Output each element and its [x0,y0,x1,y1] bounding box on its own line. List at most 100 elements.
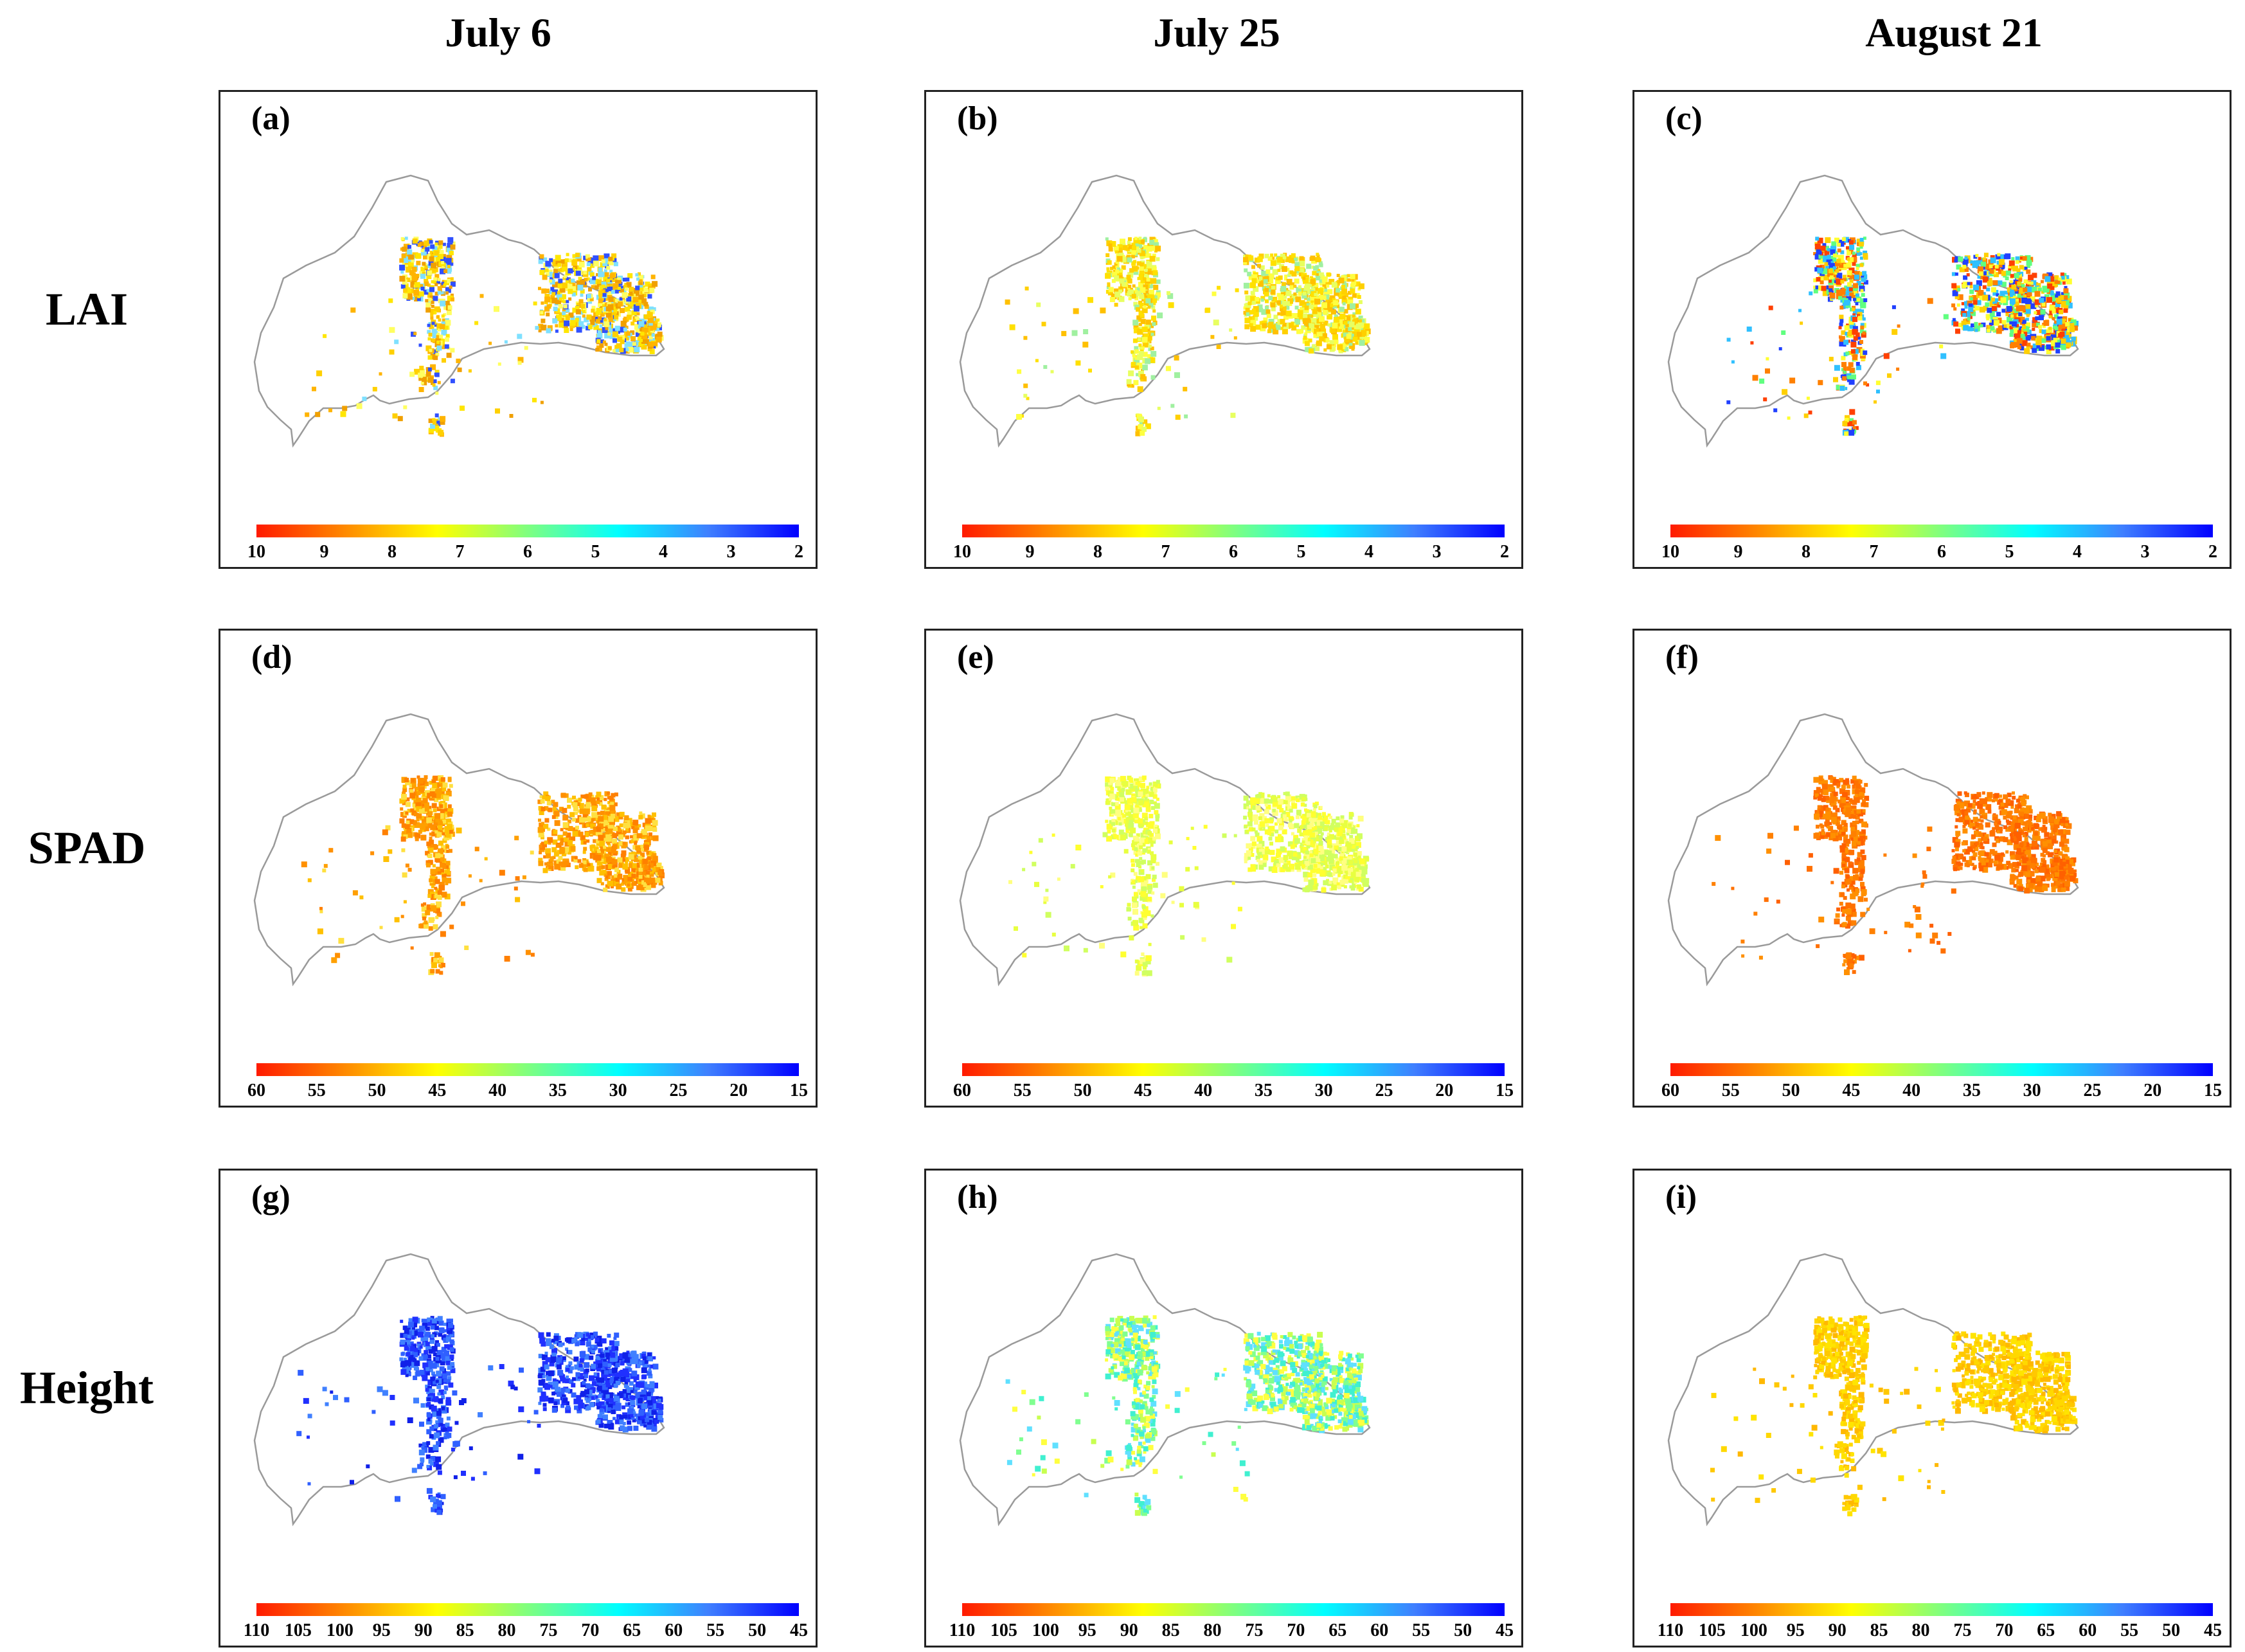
region-boundary [1667,1253,2079,1527]
colorbar-tick: 50 [748,1621,767,1640]
colorbar-tick: 7 [455,542,465,562]
colorbar-tick: 45 [428,1081,447,1100]
colorbar-ticks: 60 55 50 45 40 35 30 25 20 15 [247,1081,808,1102]
region-map [253,174,665,448]
panel-label: (f) [1665,639,1699,676]
colorbar-tick: 60 [247,1081,265,1100]
map-panel: (f) 60 55 50 45 40 35 30 25 20 15 [1632,629,2232,1108]
colorbar-tick: 45 [1134,1081,1152,1100]
region-boundary [1667,713,2079,987]
colorbar-tick: 105 [990,1621,1017,1640]
colorbar-tick: 60 [665,1621,683,1640]
colorbar-tick: 105 [1698,1621,1726,1640]
colorbar-tick: 8 [388,542,397,562]
map-panel: (i) 110 105 100 95 90 85 80 75 70 65 60 55 50 45 [1632,1169,2232,1648]
colorbar-tick: 95 [1078,1621,1096,1640]
colorbar-tick: 80 [497,1621,516,1640]
map-panel: (c) 10 9 8 7 6 5 4 3 2 [1632,90,2232,569]
colorbar-tick: 30 [1314,1081,1333,1100]
crop-pixels [301,775,665,975]
colorbar-ticks: 110 105 100 95 90 85 80 75 70 65 60 55 50 45 [244,1621,808,1642]
colorbar-tick: 110 [243,1621,270,1640]
region-boundary [253,1253,665,1527]
colorbar-tick: 4 [2073,542,2082,562]
map-panel: (e) 60 55 50 45 40 35 30 25 20 15 [924,629,1523,1108]
panel-label: (b) [957,100,998,137]
colorbar [962,525,1505,537]
colorbar-tick: 50 [1073,1081,1092,1100]
column-title-2: July 25 [1153,10,1280,55]
colorbar-tick: 40 [1194,1081,1213,1100]
colorbar-tick: 3 [1432,542,1442,562]
colorbar-tick: 60 [1661,1081,1679,1100]
colorbar-tick: 75 [1245,1621,1264,1640]
colorbar-tick: 25 [1375,1081,1393,1100]
colorbar-tick: 20 [2143,1081,2162,1100]
colorbar-tick: 95 [372,1621,391,1640]
colorbar-tick: 55 [706,1621,725,1640]
colorbar-tick: 85 [456,1621,474,1640]
colorbar-tick: 110 [1657,1621,1684,1640]
crop-pixels [1726,237,2079,436]
colorbar-tick: 40 [1902,1081,1921,1100]
colorbar-tick: 80 [1911,1621,1930,1640]
colorbar [962,1063,1505,1076]
panel-label: (h) [957,1179,998,1216]
colorbar-ticks: 10 9 8 7 6 5 4 3 2 [953,542,1509,564]
column-title-1: July 6 [445,10,551,55]
map-panel: (b) 10 9 8 7 6 5 4 3 2 [924,90,1523,569]
crop-pixels [305,237,664,437]
colorbar-tick: 55 [1412,1621,1431,1640]
colorbar-tick: 10 [953,542,971,562]
colorbar-tick: 9 [319,542,329,562]
colorbar-tick: 50 [2162,1621,2181,1640]
colorbar [1670,1063,2213,1076]
colorbar-tick: 5 [1296,542,1306,562]
colorbar-tick: 65 [623,1621,641,1640]
colorbar-tick: 7 [1869,542,1879,562]
colorbar-tick: 100 [1740,1621,1767,1640]
colorbar-tick: 100 [1032,1621,1059,1640]
colorbar-tick: 75 [539,1621,558,1640]
colorbar-tick: 45 [2204,1621,2222,1640]
colorbar-tick: 95 [1786,1621,1805,1640]
colorbar-ticks: 60 55 50 45 40 35 30 25 20 15 [1661,1081,2222,1102]
colorbar-tick: 110 [949,1621,976,1640]
row-title-spad: SPAD [28,822,146,874]
colorbar-tick: 55 [1013,1081,1032,1100]
panel-label: (i) [1665,1179,1697,1216]
colorbar-tick: 90 [1120,1621,1138,1640]
region-map [1667,1253,2079,1527]
colorbar-tick: 6 [1229,542,1238,562]
colorbar-tick: 100 [326,1621,353,1640]
colorbar-tick: 45 [1496,1621,1514,1640]
region-boundary [253,174,665,448]
colorbar-tick: 6 [1937,542,1946,562]
colorbar-tick: 15 [790,1081,808,1100]
colorbar-tick: 55 [1721,1081,1740,1100]
colorbar-tick: 25 [2083,1081,2102,1100]
colorbar-tick: 85 [1870,1621,1888,1640]
colorbar-tick: 50 [368,1081,386,1100]
colorbar-tick: 60 [953,1081,971,1100]
region-boundary [253,713,665,987]
colorbar [1670,1603,2213,1616]
colorbar-tick: 2 [1500,542,1509,562]
colorbar-ticks: 10 9 8 7 6 5 4 3 2 [247,542,803,564]
map-panel: (h) 110 105 100 95 90 85 80 75 70 65 60 55 50 45 [924,1169,1523,1648]
crop-pixels [1005,237,1371,436]
crop-pixels [1712,775,2079,975]
colorbar-tick: 60 [2079,1621,2097,1640]
colorbar-tick: 30 [609,1081,627,1100]
region-map [1667,174,2079,448]
panel-label: (e) [957,639,994,676]
colorbar-tick: 75 [1953,1621,1972,1640]
colorbar [1670,525,2213,537]
crop-pixels [1005,1315,1369,1516]
panel-label: (g) [251,1179,291,1216]
colorbar [256,1063,799,1076]
colorbar-tick: 30 [2023,1081,2041,1100]
colorbar-tick: 105 [284,1621,312,1640]
map-panel: (g) 110 105 100 95 90 85 80 75 70 65 60 55 50 45 [219,1169,818,1648]
region-boundary [1667,174,2079,448]
